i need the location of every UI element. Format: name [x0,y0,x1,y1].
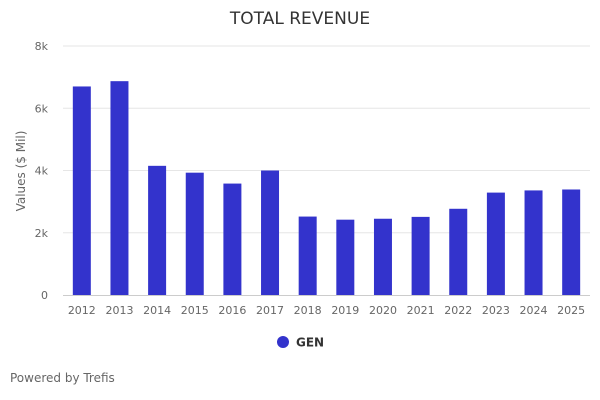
bars [72,81,581,296]
bar-2025[interactable] [562,189,581,295]
powered-by-credit[interactable]: Powered by Trefis [10,371,115,385]
bar-2019[interactable] [336,219,355,295]
y-tick-label: 4k [35,165,49,178]
y-tick-label: 2k [35,227,49,240]
bar-2020[interactable] [373,218,392,295]
chart-title: TOTAL REVENUE [229,9,370,29]
bar-2016[interactable] [223,183,242,295]
y-axis-ticks: 0 2k 4k 6k 8k [35,40,49,302]
x-tick-label: 2021 [407,304,435,317]
x-tick-label: 2019 [331,304,359,317]
bar-2014[interactable] [148,165,167,295]
x-tick-label: 2014 [143,304,171,317]
y-tick-label: 8k [35,40,49,53]
x-tick-label: 2015 [181,304,209,317]
bar-2017[interactable] [261,170,280,296]
bar-2013[interactable] [110,81,129,295]
bar-2015[interactable] [185,172,204,295]
x-tick-label: 2013 [105,304,133,317]
x-tick-label: 2023 [482,304,510,317]
x-tick-label: 2024 [520,304,548,317]
x-tick-label: 2020 [369,304,397,317]
legend-label-gen: GEN [296,336,324,350]
y-axis-label: Values ($ Mil) [14,131,28,212]
x-tick-label: 2016 [218,304,246,317]
x-axis-ticks: 2012 2013 2014 2015 2016 2017 2018 2019 2020 2021… [68,304,585,317]
x-tick-label: 2022 [444,304,472,317]
x-tick-label: 2012 [68,304,96,317]
bar-2012[interactable] [72,86,91,296]
y-tick-label: 0 [41,289,48,302]
bar-2023[interactable] [486,192,505,295]
grid-lines [63,45,590,234]
x-tick-label: 2025 [557,304,585,317]
y-tick-label: 6k [35,102,49,115]
bar-2022[interactable] [449,208,468,295]
bar-2024[interactable] [524,190,543,295]
legend[interactable]: GEN [277,336,324,350]
bar-2021[interactable] [411,216,430,295]
bar-2018[interactable] [298,216,317,295]
x-tick-label: 2018 [294,304,322,317]
legend-marker [277,336,289,348]
x-tick-label: 2017 [256,304,284,317]
